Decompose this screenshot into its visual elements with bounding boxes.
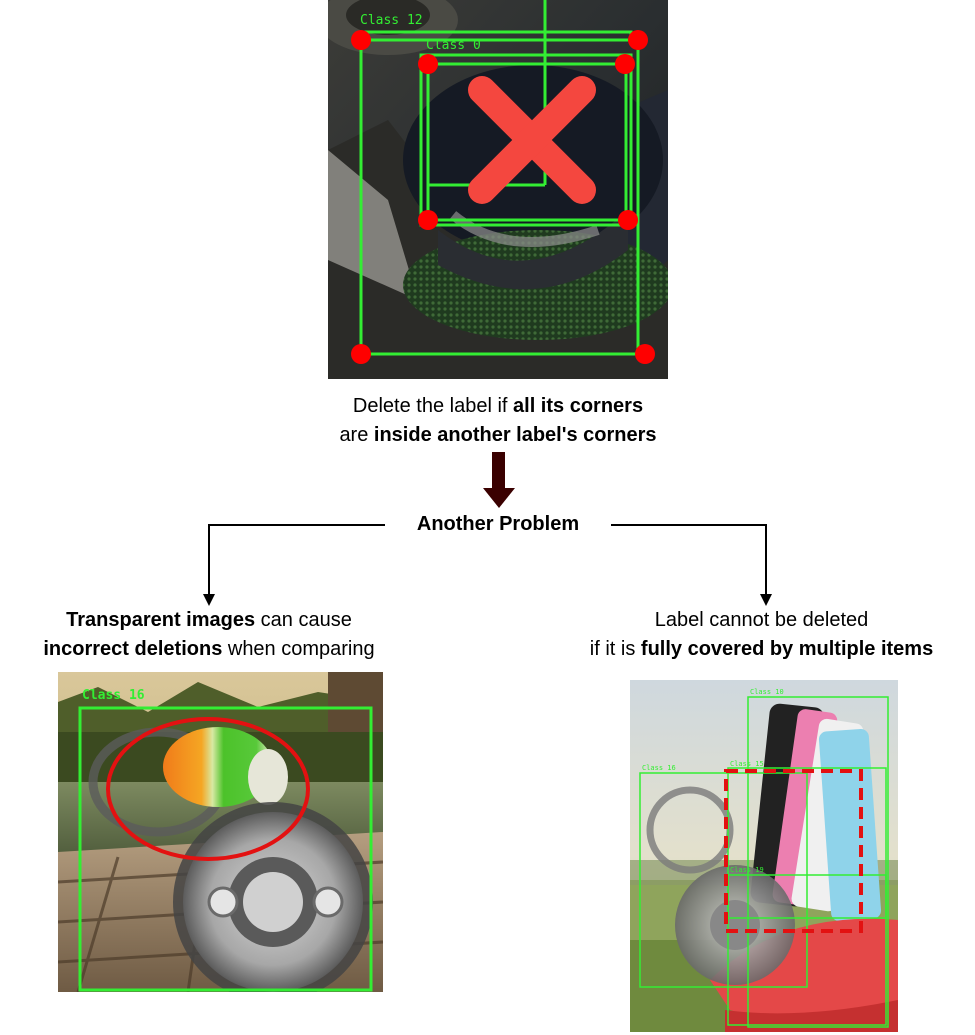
x-mark-icon [468, 76, 596, 204]
left-bounding-box [78, 706, 373, 992]
top-caption: Delete the label if all its corners are … [248, 392, 748, 450]
left-caption-text-1: can cause [255, 609, 352, 631]
right-caption-text-2: if it is [589, 638, 641, 660]
box-label-class-15: Class 15 [730, 760, 764, 768]
caption-top-bold-1: all its corners [513, 395, 644, 417]
top-example-image: Class 12 Class 0 [328, 0, 668, 379]
box-label-class-12: Class 12 [360, 13, 423, 28]
box-label-class-16-right: Class 16 [642, 764, 676, 772]
branch-label: Another Problem [416, 513, 580, 535]
caption-top-text-1: Delete the label if [352, 395, 514, 417]
box-label-class-19: Class 19 [730, 866, 764, 874]
caption-top-bold-2: inside another label's corners [373, 424, 657, 446]
caption-top-text-2: are [339, 424, 374, 446]
right-caption-bold-2: fully covered by multiple items [640, 638, 934, 660]
left-example-image: Class 16 [58, 672, 383, 992]
corner-dots [351, 30, 655, 364]
box-label-class-16: Class 16 [82, 688, 145, 703]
left-caption-bold-1: Transparent images [66, 609, 256, 631]
right-example-image: Class 10 Class 16 Class 15 Class 19 [630, 680, 898, 1032]
left-caption-bold-2: incorrect deletions [43, 638, 223, 660]
box-label-class-10: Class 10 [750, 688, 784, 696]
right-caption: Label cannot be deleted if it is fully c… [548, 606, 975, 664]
box-label-class-0: Class 0 [426, 38, 481, 53]
left-caption-text-2: when comparing [222, 638, 375, 660]
down-arrow-icon [483, 452, 515, 508]
left-caption: Transparent images can cause incorrect d… [0, 606, 418, 664]
right-caption-text-1: Label cannot be deleted [654, 609, 869, 631]
covered-label-highlight [724, 769, 863, 933]
right-bounding-boxes [639, 696, 889, 1028]
problem-highlight-ellipse [106, 717, 310, 861]
